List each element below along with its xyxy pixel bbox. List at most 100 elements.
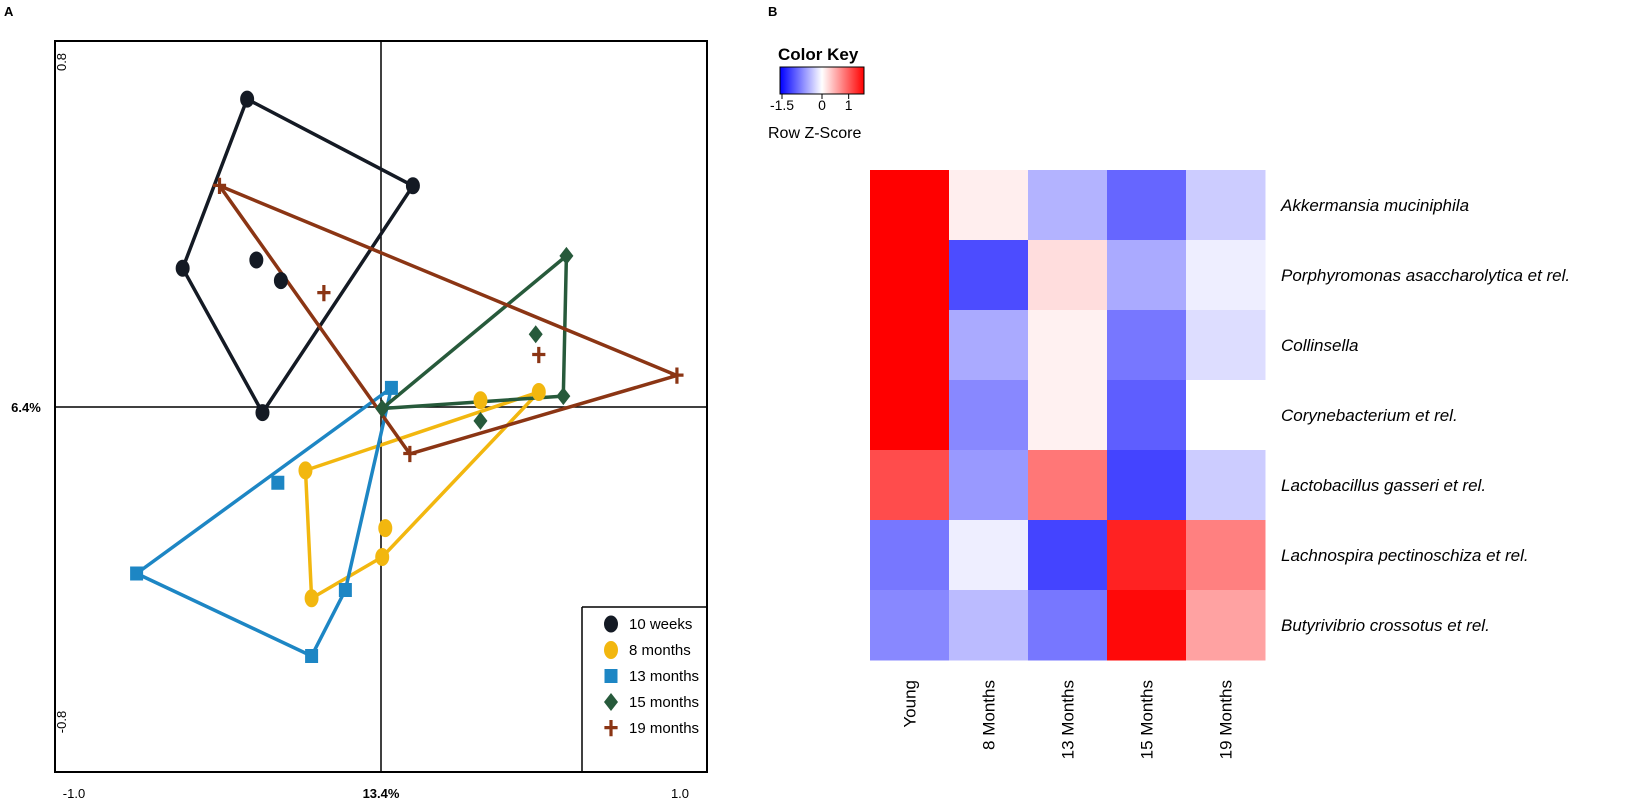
heatmap-cell: [1028, 590, 1108, 661]
heatmap-row-label: Corynebacterium et rel.: [1281, 406, 1458, 425]
heatmap-cell: [949, 310, 1029, 381]
legend-marker-15-months: [604, 693, 618, 711]
heatmap-row-label: Akkermansia muciniphila: [1280, 196, 1469, 215]
color-key-label: Row Z-Score: [768, 125, 861, 142]
point-15-months: [559, 246, 574, 265]
heatmap-cell: [870, 170, 950, 241]
heatmap-cell: [949, 450, 1029, 521]
heatmap-row-label: Lactobacillus gasseri et rel.: [1281, 476, 1486, 495]
color-key-tick-label: 1: [845, 97, 853, 113]
legend-label-15-months: 15 months: [629, 694, 699, 711]
heatmap-column-label: 19 Months: [1217, 680, 1236, 759]
heatmap-cell: [1028, 520, 1108, 591]
hull-10-weeks: [180, 97, 415, 415]
heatmap-cell: [1186, 450, 1266, 521]
heatmap-cell: [1186, 520, 1266, 591]
heatmap-cell: [1107, 450, 1187, 521]
heatmap-cell: [949, 240, 1029, 311]
point-10-weeks: [405, 177, 420, 195]
heatmap-cell: [870, 380, 950, 451]
color-key-title: Color Key: [778, 45, 859, 64]
heatmap-cell: [1186, 170, 1266, 241]
heatmap-cell: [1028, 450, 1108, 521]
heatmap-row-label: Collinsella: [1281, 336, 1358, 355]
legend-marker-19-months: [604, 720, 618, 737]
legend-marker-13-months: [604, 669, 618, 683]
heatmap-cell: [1028, 170, 1108, 241]
point-13-months: [384, 380, 398, 395]
point-19-months: [403, 445, 417, 463]
heatmap-cells: [870, 170, 1266, 661]
heatmap-cell: [1107, 240, 1187, 311]
y-tick-label-bottom: -0.8: [54, 711, 69, 733]
heatmap-cell: [1107, 380, 1187, 451]
heatmap-row-label: Porphyromonas asaccharolytica et rel.: [1281, 266, 1570, 285]
point-15-months: [473, 411, 488, 430]
heatmap-cell: [1107, 170, 1187, 241]
x-axis-variance-label: 13.4%: [363, 786, 400, 801]
legend-items: 10 weeks 8 months 13 months 15 months 19 mon…: [604, 615, 699, 737]
point-10-weeks: [240, 90, 255, 108]
color-key-gradient-bar: [779, 66, 865, 95]
heatmap-cell: [949, 520, 1029, 591]
point-15-months: [556, 387, 571, 406]
point-8-months: [375, 548, 390, 566]
point-15-months: [375, 399, 390, 418]
heatmap-cell: [870, 590, 950, 661]
point-19-months: [212, 177, 227, 194]
panel-label-b: B: [768, 4, 777, 19]
heatmap-row-label: Lachnospira pectinoschiza et rel.: [1281, 546, 1529, 565]
point-8-months: [298, 461, 313, 480]
heatmap-column-label: 13 Months: [1059, 680, 1078, 759]
point-10-weeks: [273, 272, 288, 290]
color-key-ticks: -1.5 0 1: [770, 94, 853, 113]
hull-19-months: [217, 184, 679, 456]
legend-marker-8-months: [604, 641, 618, 659]
panel-label-a: A: [4, 4, 14, 19]
point-19-months: [317, 285, 331, 302]
heatmap-cell: [1107, 520, 1187, 591]
color-key: Color Key -1.5 0 1 Row Z-Score: [768, 45, 865, 142]
legend-label-10-weeks: 10 weeks: [629, 616, 692, 633]
scatter-plot-a: 0.8 -0.8 -1.0 1.0 13.4% 6.4% 10 weeks 8 m…: [11, 40, 708, 801]
heatmap-cell: [949, 590, 1029, 661]
x-tick-label-left: -1.0: [63, 786, 85, 801]
point-13-months: [271, 475, 285, 490]
point-8-months: [378, 519, 393, 538]
color-key-tick-label: 0: [818, 97, 826, 113]
heatmap-cell: [1107, 310, 1187, 381]
heatmap-column-label: Young: [901, 680, 920, 728]
color-key-tick-label: -1.5: [770, 97, 794, 113]
heatmap-cell: [1107, 590, 1187, 661]
heatmap-cell: [1028, 240, 1108, 311]
point-10-weeks: [255, 404, 270, 422]
point-10-weeks: [175, 259, 190, 277]
heatmap-cell: [870, 450, 950, 521]
heatmap-cell: [949, 380, 1029, 451]
legend-label-13-months: 13 months: [629, 668, 699, 685]
point-8-months: [531, 383, 546, 401]
y-tick-label-top: 0.8: [54, 53, 69, 71]
point-19-months: [670, 367, 684, 384]
group-markers: [130, 90, 684, 663]
heatmap-row-labels: Akkermansia muciniphila Porphyromonas asa…: [1280, 196, 1570, 635]
point-8-months: [473, 391, 488, 410]
heatmap-cell: [949, 170, 1029, 241]
heatmap-column-label: 8 Months: [980, 680, 999, 750]
heatmap-column-label: 15 Months: [1138, 680, 1157, 759]
heatmap-cell: [1028, 310, 1108, 381]
point-13-months: [130, 566, 144, 581]
hull-15-months: [380, 254, 569, 411]
point-13-months: [338, 583, 352, 597]
point-10-weeks: [249, 251, 264, 269]
heatmap-cell: [1028, 380, 1108, 451]
point-8-months: [304, 589, 319, 608]
heatmap-cell: [870, 520, 950, 591]
heatmap-column-labels: Young 8 Months 13 Months 15 Months 19 Months: [901, 680, 1236, 759]
point-15-months: [528, 325, 543, 344]
heatmap-cell: [870, 310, 950, 381]
legend-marker-10-weeks: [604, 615, 618, 633]
heatmap-b: Color Key -1.5 0 1 Row Z-Score Akkermansia…: [768, 45, 1570, 759]
heatmap-cell: [1186, 240, 1266, 311]
